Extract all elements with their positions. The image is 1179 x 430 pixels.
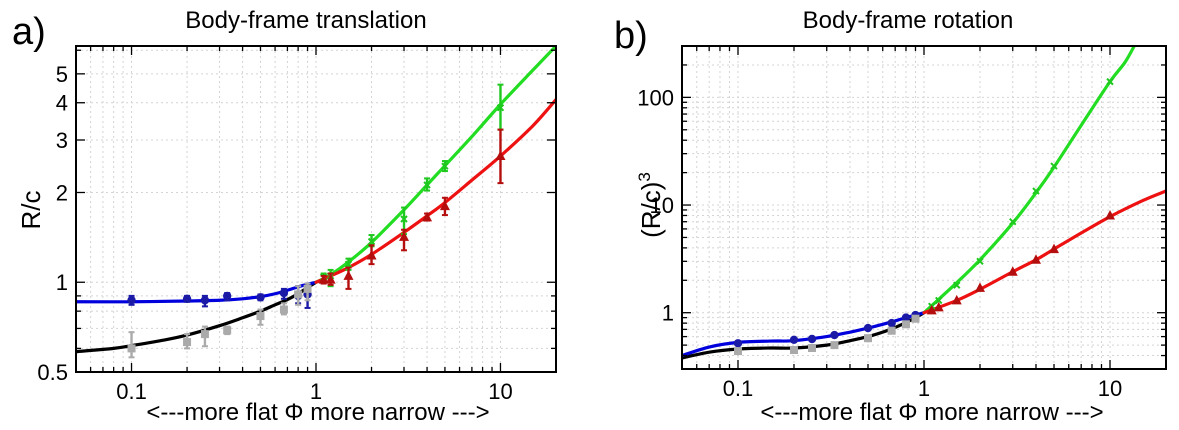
panel-b-y-tick-label: 1 xyxy=(662,301,674,326)
panel-a-point-square xyxy=(256,312,265,321)
panel-a-point-square xyxy=(279,305,288,314)
panel-a-point-triangle xyxy=(439,200,450,211)
panel-a-point-x xyxy=(496,103,505,112)
panel-b-fit-curve xyxy=(682,311,926,360)
panel-b-point-circle xyxy=(807,334,817,344)
panel-b-point-square xyxy=(733,347,742,356)
panel-b-x-tick-label: 1 xyxy=(918,376,930,401)
panel-b-ylabel-sup: 3 xyxy=(635,172,654,181)
panel-a-point-circle xyxy=(200,296,210,305)
panel-a-fit-curve xyxy=(314,46,556,284)
panel-a-x-tick-label: 1 xyxy=(310,379,322,404)
panel-a-point-triangle xyxy=(495,150,506,161)
panel-a-point-square xyxy=(303,284,312,293)
panel-b-point-square xyxy=(911,314,920,323)
panel-a-y-tick-label: 2 xyxy=(56,180,68,205)
panel-a-y-tick-label: 0.5 xyxy=(37,360,68,385)
panel-a-point-x xyxy=(400,215,408,223)
panel-a-point-square xyxy=(127,344,136,353)
panel-b-point-x xyxy=(1106,77,1114,86)
panel-b-x-tick-label: 0.1 xyxy=(723,376,754,401)
panel-a-point-square xyxy=(294,290,303,299)
panel-a-point-circle xyxy=(127,296,136,305)
panel-b-fit-curve xyxy=(922,46,1136,315)
panel-b-point-triangle xyxy=(1030,254,1041,264)
panel-b-point-square xyxy=(830,341,839,350)
panel-b-y-tick-label: 100 xyxy=(637,85,674,110)
panel-b-point-triangle xyxy=(933,301,944,312)
panel-b-point-triangle xyxy=(1105,209,1116,220)
panel-a-point-triangle xyxy=(343,270,354,280)
panel-b-point-circle xyxy=(830,330,839,340)
panel-a-point-circle xyxy=(279,288,289,298)
panel-b-point-x xyxy=(1050,162,1058,170)
panel-b-point-x xyxy=(1009,218,1017,226)
panel-b-label: b) xyxy=(614,15,648,57)
panel-a-point-x xyxy=(441,162,449,170)
panel-b-point-triangle xyxy=(1049,243,1060,254)
panel-b-ylabel-base: (R/c) xyxy=(636,182,666,238)
panel-a-point-triangle xyxy=(422,211,433,222)
panel-b-point-x xyxy=(935,296,943,305)
panel-a-point-triangle xyxy=(366,249,377,260)
panel-b-chart: b) Body-frame rotation (R/c)3 <---more f… xyxy=(614,7,1167,426)
panel-b-y-tick-label: 10 xyxy=(650,193,674,218)
panel-a-point-square xyxy=(183,338,192,347)
panel-a-y-tick-label: 3 xyxy=(56,128,68,153)
panel-b-point-triangle xyxy=(926,304,937,315)
panel-a-point-x xyxy=(423,181,431,189)
panel-a-y-tick-label: 5 xyxy=(56,62,68,87)
panel-b-fit-curve xyxy=(922,189,1166,315)
panel-a-x-tick-label: 0.1 xyxy=(116,379,147,404)
panel-b-point-square xyxy=(887,326,896,335)
panel-b-point-square xyxy=(808,344,817,353)
panel-b-ylabel: (R/c)3 xyxy=(635,172,666,238)
panel-b-point-triangle xyxy=(1007,266,1018,276)
panel-b-point-circle xyxy=(863,323,873,333)
panel-b-point-square xyxy=(864,334,873,343)
panel-b-point-circle xyxy=(887,318,896,328)
panel-a-grid xyxy=(75,46,557,373)
panel-b-point-x xyxy=(976,257,984,266)
panel-a-plot-frame xyxy=(75,45,557,373)
panel-b-data-points xyxy=(733,77,1116,356)
panel-b-point-square xyxy=(789,346,798,355)
panel-a-xlabel: <---more flat Φ more narrow ---> xyxy=(146,399,489,426)
panel-a-point-circle xyxy=(256,293,265,302)
panel-a-fit-curve xyxy=(314,97,556,284)
panel-b-axes-ticks: 0.1 1 10 1 10 100 xyxy=(637,45,1167,401)
panel-b-point-triangle xyxy=(974,282,985,292)
panel-a-ylabel: R/c xyxy=(16,191,46,230)
panel-b-point-circle xyxy=(789,335,799,345)
panel-b-point-square xyxy=(901,320,910,329)
panel-a-title: Body-frame translation xyxy=(185,7,426,34)
panel-b-title: Body-frame rotation xyxy=(803,7,1014,34)
panel-a-point-square xyxy=(200,330,209,339)
panel-a-point-circle xyxy=(222,291,232,301)
panel-b-point-x xyxy=(953,281,961,289)
panel-a-data-points xyxy=(127,83,506,359)
panel-b-point-circle xyxy=(733,339,743,348)
panel-a-axes-ticks: 0.1 1 10 0.5 1 2 3 4 5 xyxy=(37,46,557,404)
panel-a-point-triangle xyxy=(318,274,329,284)
panel-a-point-x xyxy=(367,237,376,246)
panel-a-y-tick-label: 1 xyxy=(56,270,68,295)
panel-b-x-tick-label: 10 xyxy=(1098,376,1122,401)
panel-a-label: a) xyxy=(12,11,46,53)
panel-b-xlabel: <---more flat Φ more narrow ---> xyxy=(760,399,1103,426)
panel-a-point-circle xyxy=(182,294,192,304)
panel-a-point-triangle xyxy=(399,231,410,241)
panel-b-grid xyxy=(681,45,1167,370)
panel-a-point-x xyxy=(344,260,353,268)
panel-a-point-square xyxy=(223,326,232,335)
panel-b-point-circle xyxy=(901,313,911,322)
panel-b-point-x xyxy=(1032,187,1040,195)
panel-a-point-triangle xyxy=(325,274,336,284)
panel-a-y-tick-label: 4 xyxy=(56,91,68,116)
panel-a-chart: a) Body-frame translation R/c <---more f… xyxy=(12,7,557,426)
panel-a-x-tick-label: 10 xyxy=(488,379,512,404)
panel-b-point-triangle xyxy=(951,294,962,305)
